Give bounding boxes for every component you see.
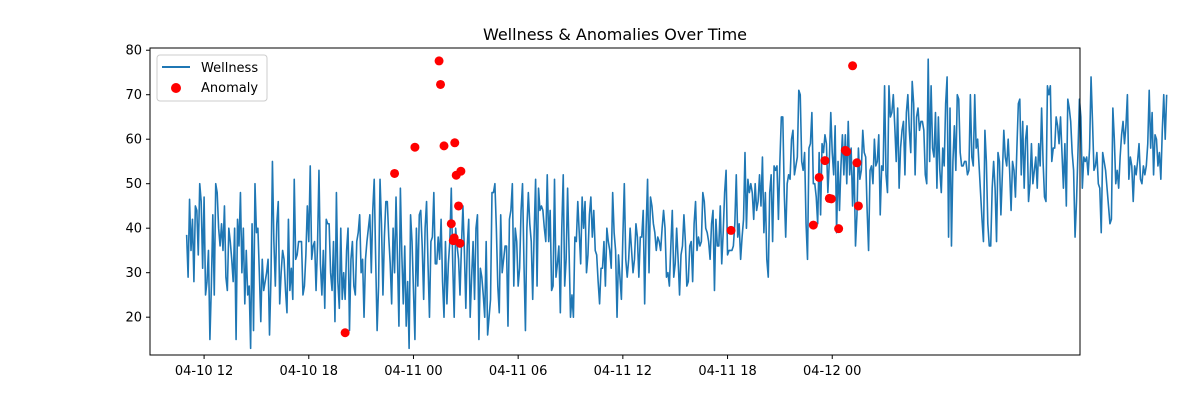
y-tick-label: 70	[125, 88, 142, 103]
anomaly-point	[455, 238, 465, 248]
anomaly-point	[820, 156, 830, 166]
anomaly-point	[450, 138, 460, 148]
legend-anomaly-label: Anomaly	[201, 81, 258, 96]
anomaly-point	[848, 61, 858, 71]
y-tick-label: 20	[125, 311, 142, 326]
x-tick-label: 04-10 12	[175, 364, 233, 379]
anomaly-point	[454, 201, 464, 211]
anomaly-point	[410, 142, 420, 152]
x-tick-label: 04-11 18	[698, 364, 756, 379]
wellness-series-line	[185, 58, 1168, 350]
x-tick-label: 04-11 06	[489, 364, 547, 379]
anomaly-point	[456, 166, 466, 176]
y-axis: 20 30 40 50 60 70 80	[125, 44, 150, 326]
y-tick-label: 40	[125, 222, 142, 237]
plot-background	[150, 48, 1080, 355]
plot-area	[149, 47, 1168, 356]
legend-anomaly-swatch	[171, 83, 181, 93]
anomaly-point	[340, 328, 350, 338]
y-tick-label: 30	[125, 266, 142, 281]
anomaly-point	[853, 201, 863, 211]
anomaly-point	[390, 168, 400, 178]
x-tick-label: 04-10 18	[280, 364, 338, 379]
series-layer	[185, 56, 1168, 350]
anomaly-point	[726, 225, 736, 235]
anomaly-point	[449, 233, 459, 243]
y-tick-label: 60	[125, 133, 142, 148]
chart-title: Wellness & Anomalies Over Time	[483, 25, 747, 44]
anomaly-point	[826, 194, 836, 204]
legend-wellness-label: Wellness	[201, 61, 258, 76]
anomaly-point	[834, 224, 844, 234]
plot-frame	[149, 47, 1081, 356]
y-tick-label: 50	[125, 177, 142, 192]
anomaly-point	[446, 219, 456, 229]
anomaly-point	[808, 220, 818, 230]
anomaly-point	[852, 158, 862, 168]
anomaly-point	[842, 147, 852, 157]
x-axis: 04-10 12 04-10 18 04-11 00 04-11 06 04-11 12…	[175, 355, 861, 379]
anomaly-point	[434, 56, 444, 66]
anomaly-point	[439, 141, 449, 151]
x-tick-label: 04-11 12	[594, 364, 652, 379]
x-tick-label: 04-12 00	[803, 364, 861, 379]
legend: Wellness Anomaly	[156, 54, 268, 102]
x-tick-label: 04-11 00	[384, 364, 442, 379]
anomaly-point	[436, 79, 446, 89]
anomaly-point	[814, 172, 824, 182]
y-tick-label: 80	[125, 44, 142, 59]
